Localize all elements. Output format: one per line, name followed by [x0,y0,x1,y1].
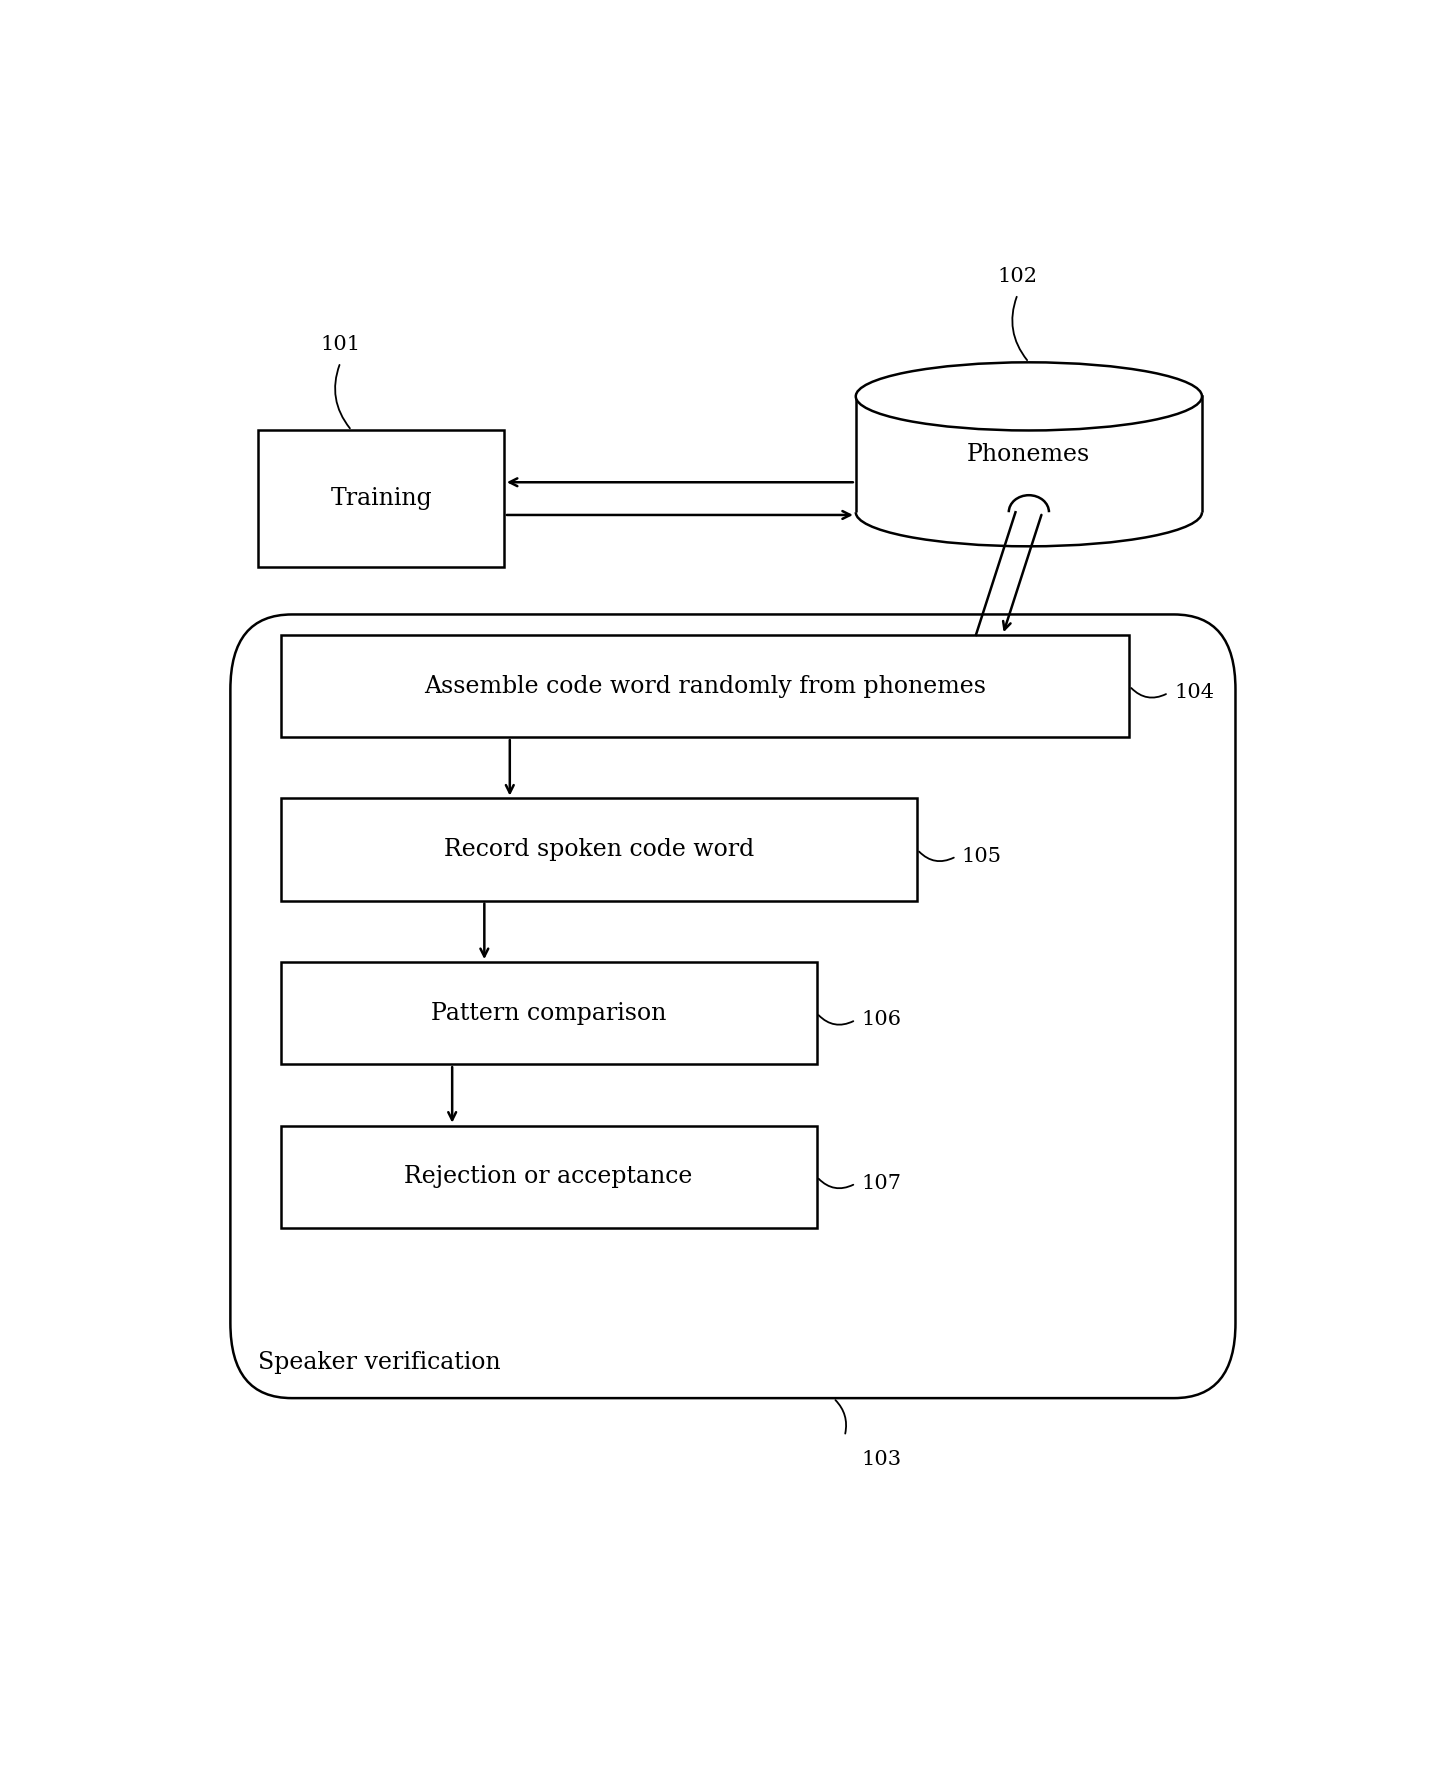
Text: Assemble code word randomly from phonemes: Assemble code word randomly from phoneme… [424,674,986,697]
FancyBboxPatch shape [231,614,1235,1398]
Ellipse shape [856,363,1202,430]
Text: 101: 101 [320,335,360,354]
FancyBboxPatch shape [281,1126,817,1228]
Text: Speaker verification: Speaker verification [258,1351,501,1374]
Text: 106: 106 [862,1011,902,1030]
FancyBboxPatch shape [281,635,1130,736]
Text: Rejection or acceptance: Rejection or acceptance [405,1165,693,1188]
Text: 102: 102 [997,267,1038,287]
Text: Record spoken code word: Record spoken code word [444,837,754,860]
Text: Training: Training [330,487,432,510]
FancyBboxPatch shape [281,963,817,1064]
Text: Pattern comparison: Pattern comparison [431,1002,666,1025]
Polygon shape [856,396,1202,512]
Text: Phonemes: Phonemes [967,442,1091,466]
Text: 104: 104 [1174,683,1215,703]
Text: 105: 105 [963,846,1001,866]
FancyBboxPatch shape [281,798,916,901]
Text: 107: 107 [862,1174,902,1193]
Text: 103: 103 [862,1450,902,1469]
FancyBboxPatch shape [258,430,504,566]
